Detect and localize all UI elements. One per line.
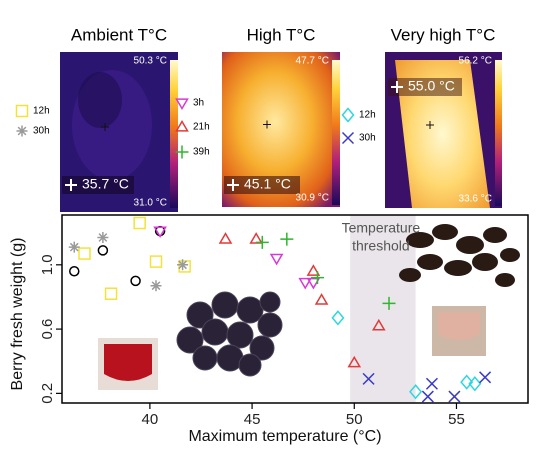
legend-marker (15, 104, 29, 118)
data-point (104, 287, 118, 300)
data-point (371, 318, 386, 331)
data-point (178, 260, 191, 273)
panel-title: High T°C (247, 25, 316, 44)
y-tick-label: 1.0 (39, 254, 56, 275)
legend-label: 30h (359, 133, 376, 144)
data-point (68, 241, 80, 253)
data-point (460, 374, 474, 390)
spot-temp: 45.1 °C (244, 176, 291, 192)
photo-tube (432, 306, 486, 356)
data-point (331, 310, 345, 326)
data-point (362, 372, 375, 385)
thermal-image (60, 52, 178, 212)
data-point (310, 271, 324, 285)
photo-grapes (176, 291, 283, 377)
center-cross (263, 120, 271, 129)
panel-title: Ambient T°C (71, 25, 167, 44)
data-point (448, 390, 461, 403)
legend-label: 12h (359, 110, 376, 121)
data-point (153, 226, 167, 239)
data-point (479, 371, 492, 384)
data-point (130, 275, 141, 287)
data-point (133, 216, 146, 230)
data-point (421, 390, 434, 403)
legend-label: 30h (33, 126, 50, 137)
crosshair-icon (391, 81, 403, 93)
data-point (382, 296, 396, 310)
legend-label: 39h (193, 147, 210, 158)
thermal-image (222, 52, 340, 207)
data-point (177, 259, 189, 271)
data-point (425, 377, 438, 390)
legend-marker (175, 145, 189, 159)
data-point (149, 255, 163, 268)
data-point (255, 235, 269, 249)
data-point (269, 253, 284, 266)
legend-marker (341, 131, 355, 145)
data-point (69, 265, 80, 277)
min-temp: 31.0 °C (134, 198, 167, 209)
legend-marker (175, 98, 189, 110)
photo-raisins (399, 224, 520, 287)
legend-marker (175, 120, 189, 132)
thermal-image (385, 52, 502, 208)
data-point (306, 264, 321, 276)
data-point (150, 280, 162, 292)
crosshair-icon (65, 179, 77, 191)
center-cross (101, 123, 109, 131)
min-temp: 30.9 °C (296, 193, 329, 204)
y-tick-label: 0.6 (39, 319, 56, 340)
max-temp: 47.7 °C (296, 56, 329, 67)
crosshair-icon (227, 179, 239, 191)
center-cross (426, 121, 434, 129)
data-point (218, 232, 233, 244)
y-axis-label: Berry fresh weight (g) (9, 238, 26, 391)
data-point (298, 277, 313, 290)
panel-title: Very high T°C (391, 25, 496, 44)
data-point (314, 293, 329, 305)
max-temp: 50.3 °C (134, 56, 167, 67)
photo-red-tube (98, 338, 158, 390)
data-point (78, 247, 91, 260)
y-tick-label: 0.2 (39, 383, 56, 404)
annotation: Temperature (342, 220, 421, 236)
x-tick-label: 45 (244, 411, 261, 428)
spot-temp: 35.7 °C (82, 176, 129, 192)
x-axis-label: Maximum temperature (°C) (188, 428, 381, 445)
data-point (249, 232, 263, 244)
annotation: threshold (352, 238, 410, 254)
legend-marker (341, 107, 355, 123)
threshold-region (350, 215, 416, 403)
data-point (306, 277, 321, 290)
x-tick-label: 40 (142, 411, 159, 428)
legend-label: 21h (193, 122, 210, 133)
legend-marker (16, 125, 28, 137)
data-point (468, 376, 482, 392)
legend-label: 12h (33, 106, 50, 117)
x-tick-label: 55 (448, 411, 465, 428)
x-tick-label: 50 (346, 411, 363, 428)
data-point (280, 232, 294, 246)
plot-frame (61, 214, 529, 404)
data-point (97, 231, 109, 243)
min-temp: 33.6 °C (459, 194, 492, 205)
data-point (409, 384, 423, 400)
legend-label: 3h (193, 98, 204, 109)
spot-temp: 55.0 °C (408, 78, 455, 94)
max-temp: 56.2 °C (459, 56, 492, 67)
data-point (97, 245, 109, 256)
data-point (347, 355, 362, 368)
